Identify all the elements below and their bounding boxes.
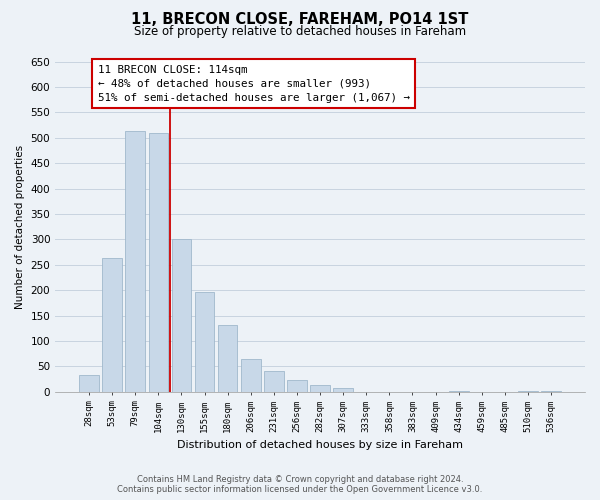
Text: Size of property relative to detached houses in Fareham: Size of property relative to detached ho… [134, 25, 466, 38]
Bar [195, 292, 214, 392]
Text: Contains HM Land Registry data © Crown copyright and database right 2024.
Contai: Contains HM Land Registry data © Crown c… [118, 474, 482, 494]
Y-axis label: Number of detached properties: Number of detached properties [15, 144, 25, 308]
Bar [334, 388, 353, 392]
Bar [149, 132, 168, 392]
Bar [541, 391, 561, 392]
Bar [103, 258, 122, 392]
Bar [449, 391, 469, 392]
Bar [218, 324, 238, 392]
X-axis label: Distribution of detached houses by size in Fareham: Distribution of detached houses by size … [177, 440, 463, 450]
Bar [518, 391, 538, 392]
Bar [241, 359, 260, 392]
Bar [79, 375, 99, 392]
Bar [264, 372, 284, 392]
Bar [125, 131, 145, 392]
Bar [287, 380, 307, 392]
Bar [310, 384, 330, 392]
Text: 11, BRECON CLOSE, FAREHAM, PO14 1ST: 11, BRECON CLOSE, FAREHAM, PO14 1ST [131, 12, 469, 28]
Text: 11 BRECON CLOSE: 114sqm
← 48% of detached houses are smaller (993)
51% of semi-d: 11 BRECON CLOSE: 114sqm ← 48% of detache… [98, 65, 410, 103]
Bar [172, 239, 191, 392]
